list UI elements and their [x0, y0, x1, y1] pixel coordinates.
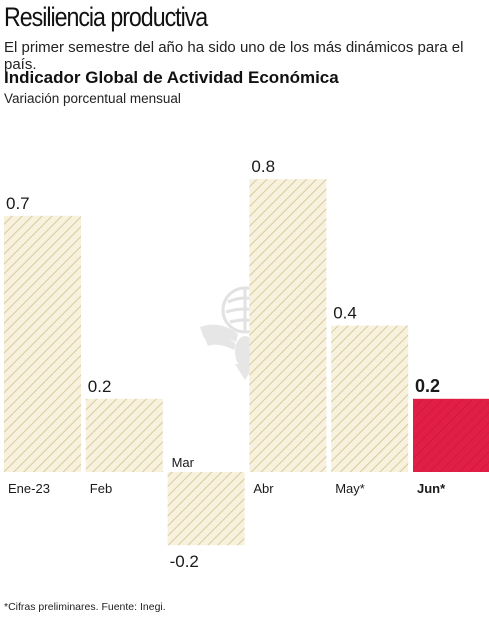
bar-mar — [167, 472, 245, 546]
value-label: 0.7 — [6, 194, 30, 213]
category-label: Jun* — [417, 481, 446, 496]
value-label: 0.2 — [88, 377, 112, 396]
value-label: 0.8 — [251, 157, 275, 176]
category-label: Ene-23 — [8, 481, 50, 496]
chart-subtitle: Variación porcentual mensual — [4, 91, 181, 106]
headline: Resiliencia productiva — [4, 2, 208, 32]
category-label: Mar — [172, 455, 195, 470]
chart-title: Indicador Global de Actividad Económica — [4, 68, 339, 87]
value-label: 0.2 — [415, 376, 440, 396]
bar-chart: 0.7 Ene-23 0.2 Feb -0.2 Mar 0.8 Abr 0.4 May* 0.2 Ju… — [4, 157, 489, 571]
bar-may- — [331, 325, 409, 472]
category-label: Abr — [253, 481, 274, 496]
value-label: -0.2 — [170, 552, 199, 571]
value-label: 0.4 — [333, 304, 357, 323]
dek: El primer semestre del año ha sido uno d… — [4, 39, 464, 73]
bar-feb — [85, 398, 163, 472]
bar-jun- — [413, 398, 489, 472]
bar-abr — [249, 179, 327, 472]
category-label: Feb — [90, 481, 112, 496]
bar-ene-23 — [4, 215, 81, 473]
category-label: May* — [335, 481, 365, 496]
footnote: *Cifras preliminares. Fuente: Inegi. — [4, 601, 166, 613]
